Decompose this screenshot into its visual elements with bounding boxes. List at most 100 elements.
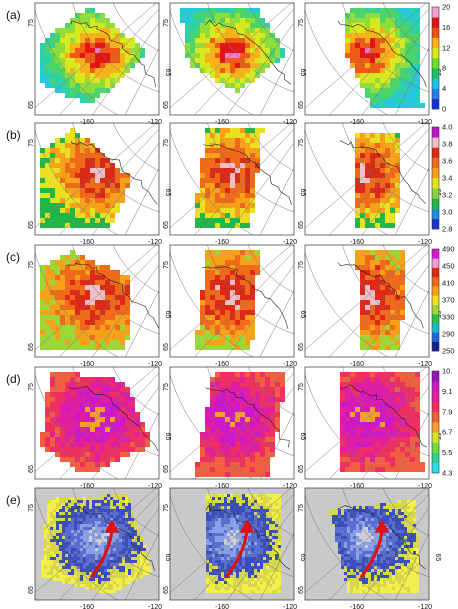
swath-pixel bbox=[89, 569, 92, 572]
swath-pixel bbox=[230, 265, 235, 270]
swath-pixel bbox=[56, 524, 59, 527]
swath-pixel bbox=[195, 18, 200, 23]
swath-pixel bbox=[385, 168, 390, 173]
swath-pixel bbox=[40, 73, 45, 78]
swath-pixel bbox=[70, 198, 75, 203]
swath-pixel bbox=[270, 377, 275, 382]
swath-pixel bbox=[75, 295, 80, 300]
swath-pixel bbox=[390, 330, 395, 335]
swath-pixel bbox=[242, 557, 245, 560]
swath-pixel bbox=[360, 325, 365, 330]
swath-pixel bbox=[224, 530, 227, 533]
swath-pixel bbox=[80, 78, 85, 83]
swath-pixel bbox=[65, 575, 68, 578]
swath-pixel bbox=[350, 407, 355, 412]
swath-pixel bbox=[75, 407, 80, 412]
swath-pixel bbox=[130, 442, 135, 447]
swath-pixel bbox=[115, 345, 120, 350]
swath-pixel bbox=[395, 340, 400, 345]
swath-pixel bbox=[206, 545, 209, 548]
swath-pixel bbox=[75, 38, 80, 43]
swath-pixel bbox=[370, 73, 375, 78]
swath-pixel bbox=[395, 103, 400, 108]
swath-pixel bbox=[345, 437, 350, 442]
swath-pixel bbox=[380, 265, 385, 270]
swath-pixel bbox=[269, 566, 272, 569]
swath-pixel bbox=[263, 530, 266, 533]
swath-pixel bbox=[365, 18, 370, 23]
swath-pixel bbox=[68, 536, 71, 539]
swath-pixel bbox=[40, 193, 45, 198]
swath-pixel bbox=[240, 223, 245, 228]
swath-pixel bbox=[350, 33, 355, 38]
swath-pixel bbox=[230, 462, 235, 467]
swath-pixel bbox=[370, 133, 375, 138]
swath-pixel bbox=[115, 335, 120, 340]
swath-pixel bbox=[116, 563, 119, 566]
swath-pixel bbox=[60, 73, 65, 78]
swath-pixel bbox=[375, 188, 380, 193]
swath-pixel bbox=[40, 178, 45, 183]
swath-pixel bbox=[95, 518, 98, 521]
swath-pixel bbox=[230, 382, 235, 387]
swath-pixel bbox=[235, 265, 240, 270]
swath-pixel bbox=[104, 503, 107, 506]
swath-pixel bbox=[56, 500, 59, 503]
swath-pixel bbox=[86, 563, 89, 566]
swath-pixel bbox=[236, 554, 239, 557]
swath-pixel bbox=[257, 557, 260, 560]
swath-pixel bbox=[375, 173, 380, 178]
swath-pixel bbox=[55, 83, 60, 88]
swath-pixel bbox=[89, 506, 92, 509]
swath-pixel bbox=[360, 255, 365, 260]
swath-pixel bbox=[225, 280, 230, 285]
swath-pixel bbox=[125, 183, 130, 188]
swath-pixel bbox=[62, 572, 65, 575]
swath-pixel bbox=[205, 285, 210, 290]
swath-pixel bbox=[395, 325, 400, 330]
swath-pixel bbox=[212, 554, 215, 557]
swath-pixel bbox=[260, 412, 265, 417]
swath-pixel bbox=[257, 551, 260, 554]
swath-pixel bbox=[119, 503, 122, 506]
swath-pixel bbox=[110, 290, 115, 295]
swath-pixel bbox=[200, 43, 205, 48]
swath-pixel bbox=[220, 285, 225, 290]
swath-pixel bbox=[390, 98, 395, 103]
swath-pixel bbox=[89, 509, 92, 512]
swath-pixel bbox=[185, 8, 190, 13]
swath-pixel bbox=[65, 566, 68, 569]
swath-pixel bbox=[115, 325, 120, 330]
swath-pixel bbox=[220, 345, 225, 350]
swath-pixel bbox=[95, 557, 98, 560]
swath-pixel bbox=[90, 285, 95, 290]
swath-pixel bbox=[275, 524, 278, 527]
swath-pixel bbox=[105, 310, 110, 315]
swath-pixel bbox=[116, 524, 119, 527]
swath-pixel bbox=[74, 509, 77, 512]
swath-pixel bbox=[110, 427, 115, 432]
swath-pixel bbox=[255, 412, 260, 417]
swath-pixel bbox=[415, 93, 420, 98]
swath-pixel bbox=[390, 193, 395, 198]
swath-pixel bbox=[395, 193, 400, 198]
swath-pixel bbox=[128, 563, 131, 566]
swath-pixel bbox=[100, 437, 105, 442]
swath-pixel bbox=[215, 387, 220, 392]
swath-pixel bbox=[70, 290, 75, 295]
swath-pixel bbox=[110, 382, 115, 387]
swath-pixel bbox=[128, 551, 131, 554]
swath-pixel bbox=[390, 447, 395, 452]
swath-pixel bbox=[395, 372, 400, 377]
graticule-line bbox=[259, 289, 294, 357]
swath-pixel bbox=[80, 536, 83, 539]
swath-pixel bbox=[410, 457, 415, 462]
swath-pixel bbox=[240, 218, 245, 223]
swath-pixel bbox=[215, 223, 220, 228]
swath-pixel bbox=[370, 198, 375, 203]
swath-pixel bbox=[105, 387, 110, 392]
lon-tick-label: -160 bbox=[80, 119, 94, 126]
swath-pixel bbox=[80, 143, 85, 148]
swath-pixel bbox=[265, 387, 270, 392]
swath-pixel bbox=[205, 472, 210, 477]
